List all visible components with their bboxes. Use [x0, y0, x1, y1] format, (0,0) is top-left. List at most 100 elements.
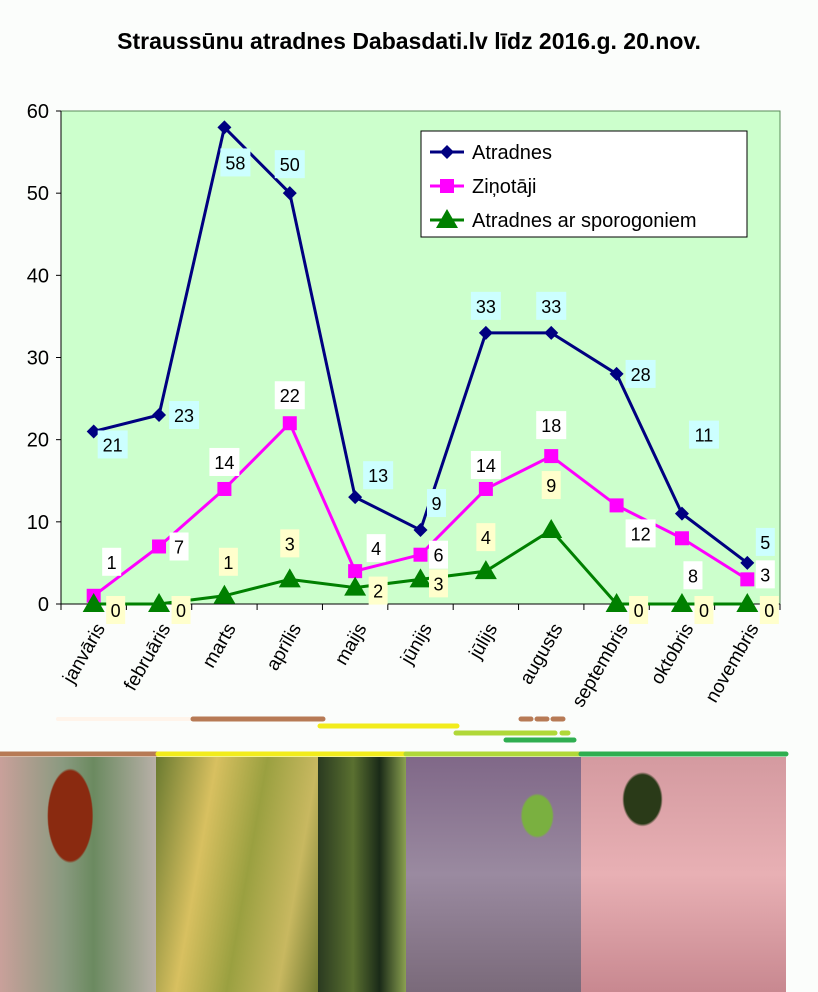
- x-tick-label: oktobris: [647, 620, 698, 688]
- legend-triangle-icon: [436, 209, 458, 228]
- data-label: 0: [699, 601, 709, 621]
- data-label-bg: [274, 381, 305, 410]
- data-point-diamond: [674, 506, 689, 521]
- data-label: 50: [280, 155, 300, 175]
- data-label: 0: [111, 601, 121, 621]
- data-label-bg: [755, 527, 775, 556]
- data-label: 4: [371, 539, 381, 559]
- data-label: 2: [373, 582, 383, 602]
- data-label-bg: [629, 596, 649, 624]
- data-label: 58: [225, 153, 245, 173]
- data-point-diamond: [478, 325, 493, 340]
- data-label-bg: [470, 291, 501, 320]
- legend-label: Ziņotāji: [472, 176, 536, 198]
- data-point-diamond: [348, 490, 363, 505]
- data-point-square: [152, 539, 167, 554]
- data-label: 5: [760, 533, 770, 553]
- data-label: 7: [174, 537, 184, 557]
- data-point-triangle: [474, 560, 497, 580]
- data-point-square: [348, 564, 363, 579]
- data-label-bg: [169, 401, 200, 430]
- chart-title: Straussūnu atradnes Dabasdati.lv līdz 20…: [117, 28, 701, 54]
- data-point-diamond: [740, 555, 755, 570]
- data-label-bg: [102, 547, 122, 576]
- data-point-diamond: [152, 408, 167, 423]
- data-label: 21: [103, 435, 123, 455]
- data-point-triangle: [148, 593, 171, 612]
- data-label-bg: [541, 471, 561, 500]
- data-label-bg: [209, 447, 240, 476]
- data-label-bg: [759, 596, 779, 624]
- data-point-diamond: [609, 366, 624, 381]
- data-label-bg: [97, 430, 128, 459]
- data-label-bg: [366, 534, 386, 563]
- data-label: 23: [174, 406, 194, 426]
- data-label: 13: [368, 466, 388, 486]
- data-point-square: [413, 547, 428, 562]
- data-label-bg: [171, 596, 191, 624]
- data-label: 0: [764, 601, 774, 621]
- data-label: 3: [760, 565, 770, 585]
- photo-red-capsule: [0, 757, 156, 992]
- y-tick-label: 20: [27, 430, 49, 452]
- y-tick-label: 10: [27, 512, 49, 534]
- data-point-diamond: [413, 523, 428, 538]
- legend: Atradnes Ziņotāji Atradnes ar sporogoniem: [420, 130, 748, 238]
- y-tick-label: 0: [38, 594, 49, 616]
- data-label-bg: [427, 489, 446, 518]
- data-label-bg: [536, 411, 567, 440]
- data-label: 3: [285, 534, 295, 554]
- data-label: 18: [541, 416, 561, 436]
- data-label-bg: [470, 450, 501, 479]
- data-label: 1: [223, 553, 233, 573]
- data-label: 28: [631, 365, 651, 385]
- photo-green-capsule: [406, 757, 581, 992]
- data-label-bg: [429, 540, 448, 569]
- x-tick-label: augusts: [516, 620, 567, 688]
- data-label: 1: [107, 553, 117, 573]
- x-tick-label: februāris: [120, 620, 175, 695]
- data-point-triangle: [344, 576, 367, 596]
- y-tick-label: 40: [27, 265, 49, 287]
- y-tick-label: 60: [27, 101, 49, 123]
- data-point-triangle: [605, 593, 628, 612]
- data-label-bg: [280, 529, 300, 558]
- data-point-triangle: [540, 519, 563, 539]
- legend-label: Atradnes ar sporogoniem: [472, 210, 697, 232]
- x-tick-label: novembris: [702, 620, 764, 706]
- legend-square-icon: [440, 179, 454, 193]
- photo-capsule-on-finger: [581, 757, 786, 992]
- data-point-square: [674, 531, 689, 546]
- data-label-bg: [476, 523, 496, 552]
- photo-green-setae: [318, 757, 406, 992]
- series-2: 0 0 1 3 2 3 4 9 0 0 0: [82, 471, 779, 624]
- data-point-square: [217, 481, 232, 496]
- data-point-triangle: [213, 584, 236, 604]
- data-label-bg: [368, 576, 388, 605]
- data-point-square: [544, 449, 559, 464]
- photo-yellow-setae: [156, 757, 318, 992]
- data-label: 14: [476, 456, 496, 476]
- data-label-bg: [755, 560, 775, 589]
- data-point-triangle: [82, 593, 105, 612]
- data-label-bg: [683, 561, 703, 590]
- data-point-triangle: [409, 568, 432, 588]
- data-point-diamond: [544, 325, 559, 340]
- data-label: 9: [546, 476, 556, 496]
- data-label: 4: [481, 528, 491, 548]
- x-tick-label: jūnijs: [396, 620, 436, 669]
- data-point-square: [478, 481, 493, 496]
- data-label-bg: [688, 420, 719, 449]
- data-label: 9: [431, 494, 441, 514]
- x-tick-label: marts: [199, 620, 241, 672]
- legend-diamond-icon: [440, 145, 454, 159]
- data-label: 33: [476, 297, 496, 317]
- data-label: 11: [695, 426, 714, 446]
- data-point-square: [282, 416, 297, 431]
- data-label-bg: [220, 148, 251, 177]
- data-label: 8: [688, 566, 698, 586]
